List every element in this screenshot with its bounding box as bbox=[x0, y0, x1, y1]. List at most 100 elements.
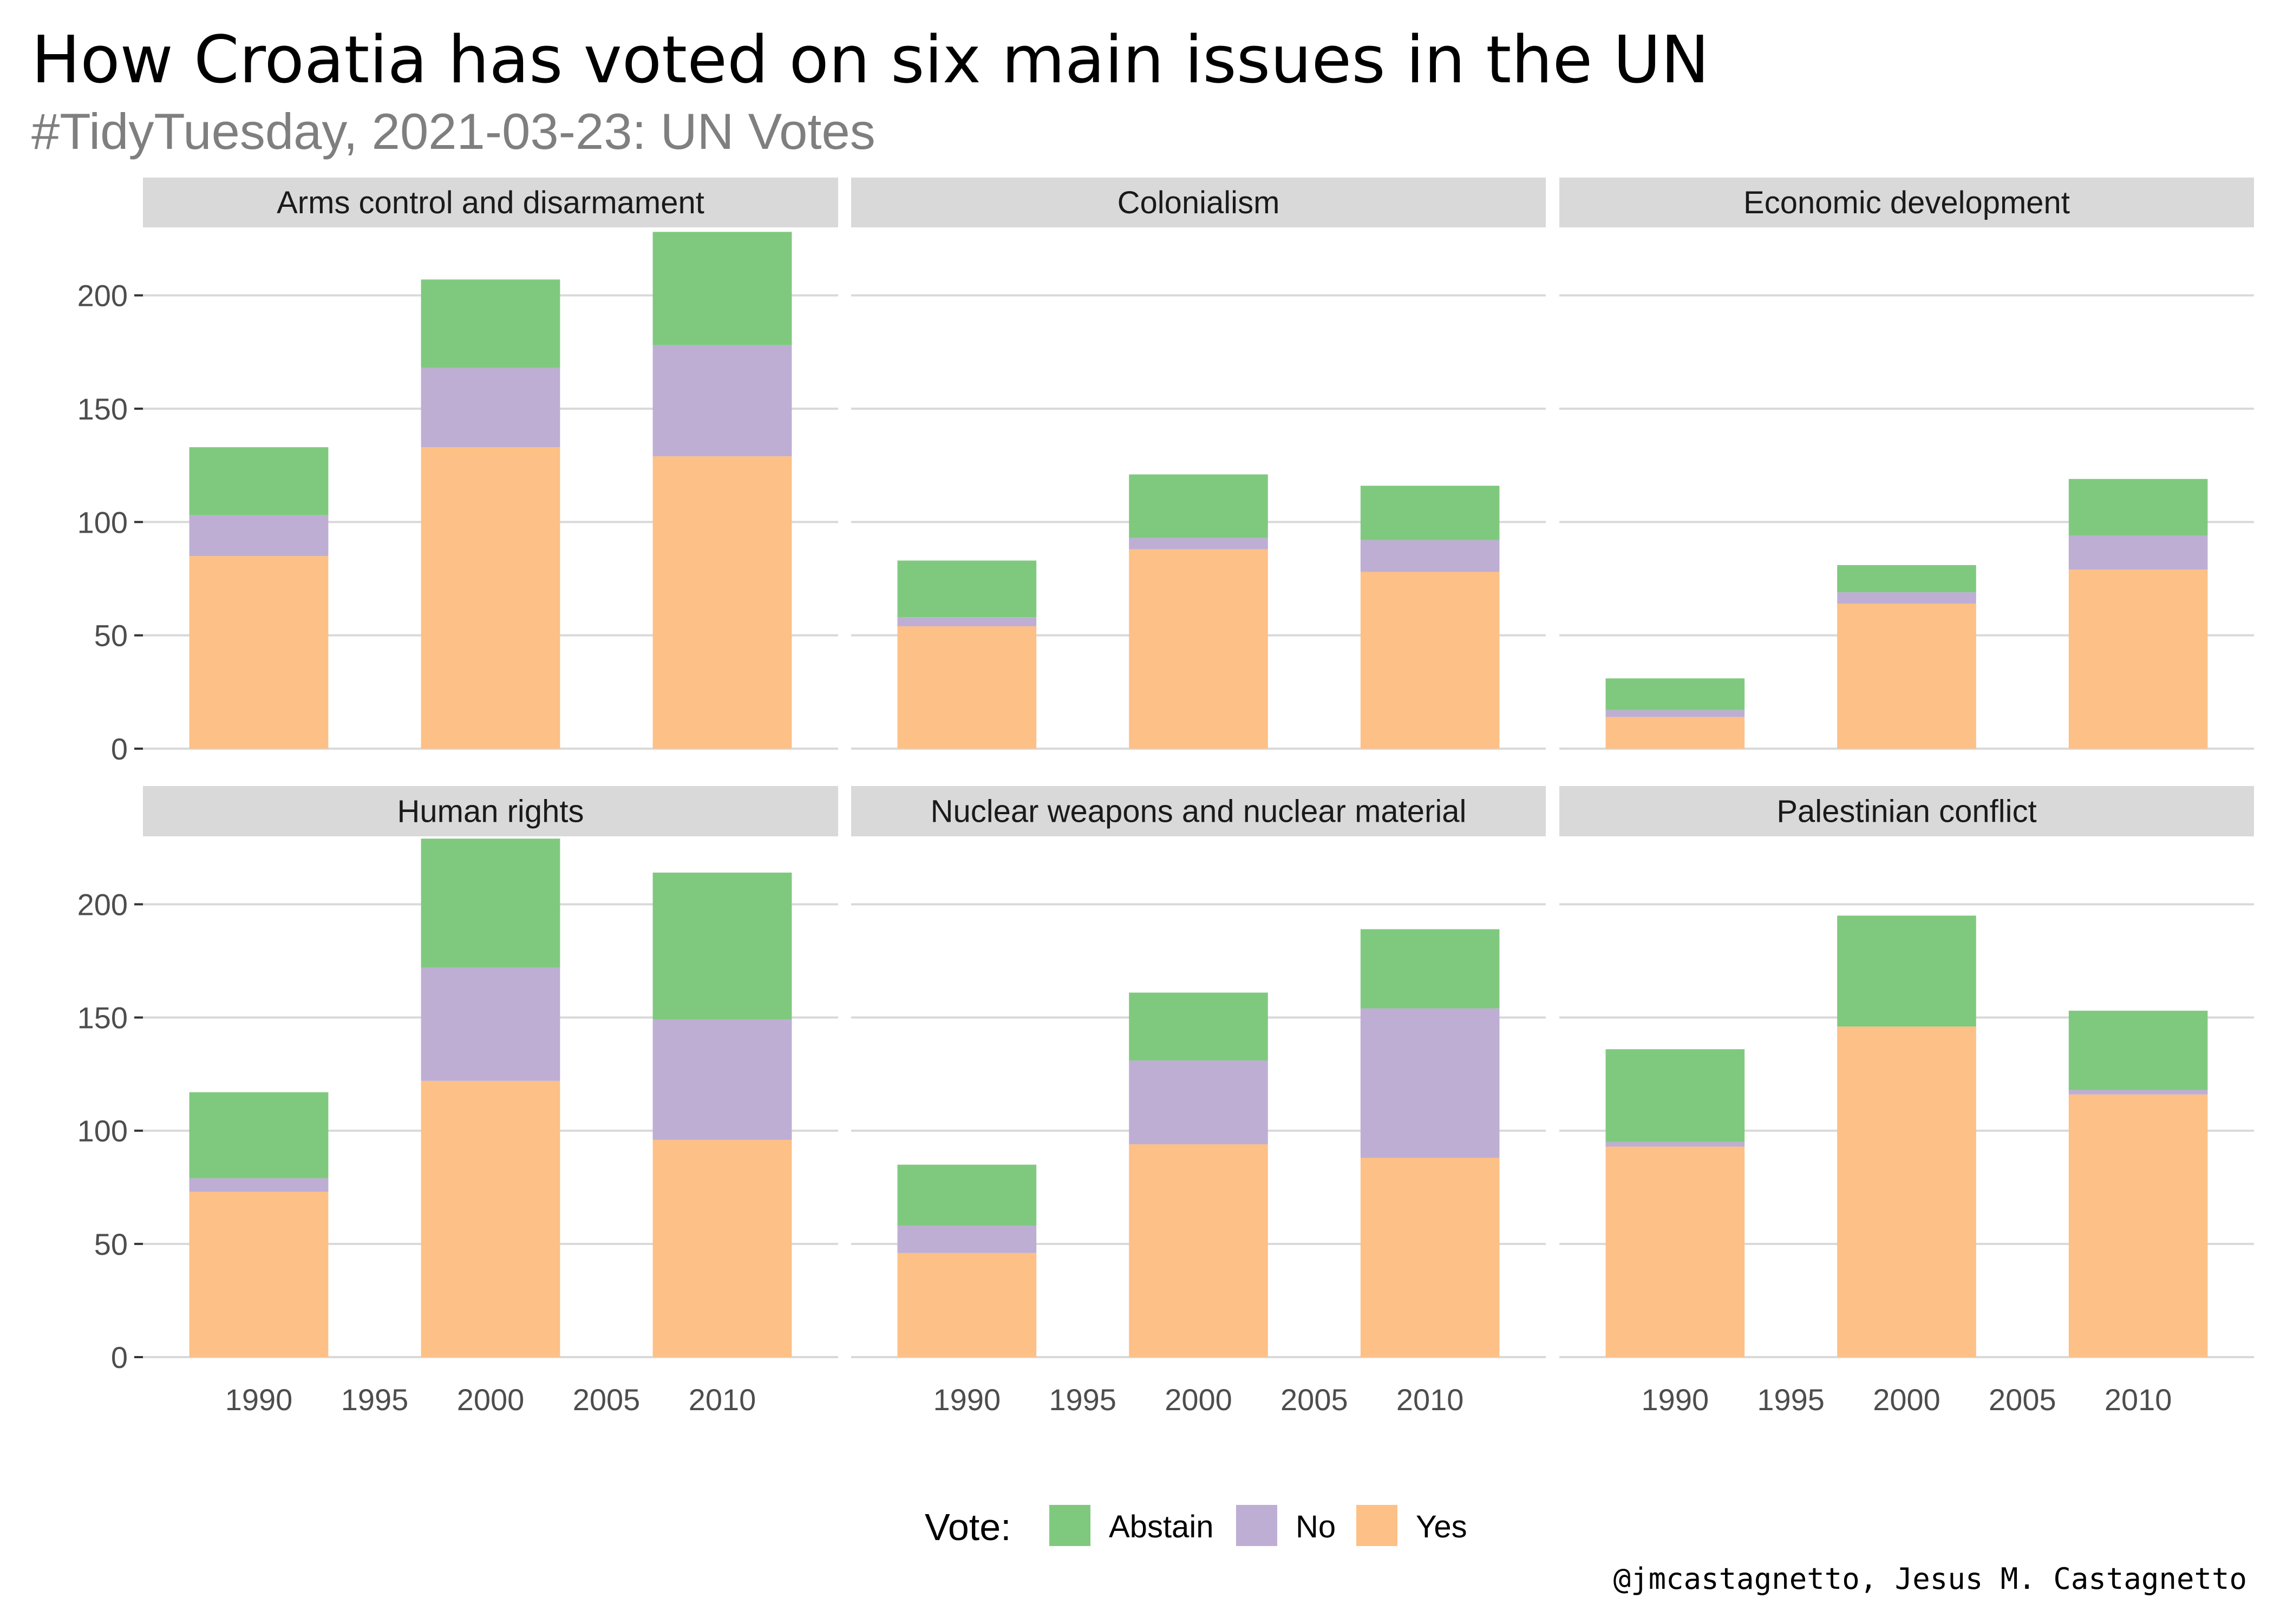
bar-abstain-2010 bbox=[1360, 929, 1500, 1009]
legend-key-abstain bbox=[1049, 1505, 1090, 1546]
chart-title: How Croatia has voted on six main issues… bbox=[31, 23, 1709, 98]
bar-yes-2010 bbox=[1360, 1157, 1500, 1357]
bar-abstain-2000 bbox=[1837, 915, 1976, 1027]
facet-strip bbox=[143, 786, 838, 836]
facet-panels: Arms control and disarmament 0 50 100 150 200… bbox=[77, 178, 2254, 1417]
bar-no-2010 bbox=[1360, 540, 1500, 572]
bar-abstain-2000 bbox=[421, 839, 560, 968]
bar-yes-2000 bbox=[421, 1081, 560, 1357]
facet-strip bbox=[143, 178, 838, 227]
x-tick-label: 1990 bbox=[225, 1383, 293, 1417]
y-tick-label: 200 bbox=[77, 279, 128, 313]
x-tick-label: 2005 bbox=[1280, 1383, 1348, 1417]
legend: Vote: Abstain No Yes bbox=[925, 1505, 1467, 1548]
bar-yes-1990 bbox=[897, 1253, 1037, 1357]
y-tick-label: 0 bbox=[111, 732, 128, 766]
bar-abstain-2000 bbox=[1837, 565, 1976, 593]
bar-abstain-2010 bbox=[1360, 486, 1500, 540]
bar-yes-2000 bbox=[421, 447, 560, 749]
x-tick-label: 1990 bbox=[933, 1383, 1001, 1417]
y-tick-label: 150 bbox=[77, 1001, 128, 1035]
bar-abstain-1990 bbox=[897, 1164, 1037, 1226]
facet-palestinian-conflict: Palestinian conflict 1990 1995 2000 2005 2010 bbox=[1559, 786, 2254, 1417]
bar-abstain-1990 bbox=[1605, 1049, 1745, 1142]
bar-abstain-1990 bbox=[189, 447, 329, 515]
y-tick-label: 0 bbox=[111, 1340, 128, 1374]
bar-yes-2010 bbox=[2068, 569, 2208, 749]
y-tick-label: 50 bbox=[94, 619, 128, 653]
y-tick-label: 50 bbox=[94, 1227, 128, 1261]
y-tick-label: 200 bbox=[77, 887, 128, 921]
facet-strip bbox=[851, 786, 1546, 836]
bar-no-1990 bbox=[189, 1178, 329, 1192]
facet-arms-control-and-disarmament: Arms control and disarmament 0 50 100 150 200 bbox=[77, 178, 838, 766]
x-tick-label: 1995 bbox=[1757, 1383, 1825, 1417]
bar-no-1990 bbox=[897, 1226, 1037, 1253]
bar-yes-1990 bbox=[189, 556, 329, 749]
bar-yes-2000 bbox=[1129, 549, 1268, 749]
bar-abstain-2000 bbox=[1129, 992, 1268, 1061]
facet-human-rights: Human rights 0 50 100 150 200 1990 1995 2000 2005… bbox=[77, 786, 838, 1417]
bar-yes-2010 bbox=[2068, 1094, 2208, 1357]
bar-yes-1990 bbox=[1605, 717, 1745, 749]
bar-yes-2010 bbox=[1360, 572, 1500, 749]
facet-strip bbox=[851, 178, 1546, 227]
bar-no-1990 bbox=[1605, 710, 1745, 717]
y-tick-label: 100 bbox=[77, 505, 128, 539]
bar-no-1990 bbox=[897, 617, 1037, 626]
x-tick-label: 1995 bbox=[1049, 1383, 1116, 1417]
x-tick-label: 2005 bbox=[573, 1383, 641, 1417]
bar-abstain-1990 bbox=[897, 560, 1037, 618]
y-tick-label: 150 bbox=[77, 392, 128, 426]
facet-label: Human rights bbox=[397, 794, 584, 829]
y-tick-label: 100 bbox=[77, 1114, 128, 1148]
bar-no-2000 bbox=[421, 368, 560, 448]
legend-label-abstain: Abstain bbox=[1109, 1509, 1213, 1544]
legend-key-no bbox=[1236, 1505, 1277, 1546]
x-tick-label: 2000 bbox=[1165, 1383, 1232, 1417]
x-tick-label: 1990 bbox=[1642, 1383, 1709, 1417]
bar-no-2000 bbox=[1129, 538, 1268, 549]
facet-label: Colonialism bbox=[1118, 185, 1280, 220]
bar-yes-1990 bbox=[1605, 1147, 1745, 1357]
x-tick-label: 2005 bbox=[1989, 1383, 2056, 1417]
bar-no-2010 bbox=[1360, 1008, 1500, 1158]
bar-no-2010 bbox=[652, 1019, 792, 1140]
facet-label: Economic development bbox=[1743, 185, 2070, 220]
x-tick-label: 2010 bbox=[689, 1383, 756, 1417]
bar-no-1990 bbox=[189, 515, 329, 556]
bar-no-1990 bbox=[1605, 1142, 1745, 1147]
bar-no-2000 bbox=[1837, 592, 1976, 604]
bar-abstain-1990 bbox=[1605, 678, 1745, 710]
facet-strip bbox=[1559, 178, 2254, 227]
bar-no-2000 bbox=[1129, 1060, 1268, 1144]
facet-label: Palestinian conflict bbox=[1776, 794, 2036, 829]
bar-yes-1990 bbox=[897, 626, 1037, 749]
facet-label: Nuclear weapons and nuclear material bbox=[931, 794, 1467, 829]
bar-yes-2010 bbox=[652, 1140, 792, 1357]
bar-yes-2010 bbox=[652, 456, 792, 749]
bar-abstain-2010 bbox=[652, 232, 792, 345]
bar-abstain-2010 bbox=[2068, 1011, 2208, 1090]
legend-label-no: No bbox=[1296, 1509, 1336, 1544]
legend-key-yes bbox=[1356, 1505, 1397, 1546]
x-tick-label: 2000 bbox=[1873, 1383, 1940, 1417]
bar-no-2010 bbox=[652, 345, 792, 456]
chart-caption: @jmcastagnetto, Jesus M. Castagnetto bbox=[1613, 1562, 2247, 1596]
bar-no-2010 bbox=[2068, 535, 2208, 570]
facet-strip bbox=[1559, 786, 2254, 836]
legend-label-yes: Yes bbox=[1416, 1509, 1467, 1544]
x-tick-label: 2000 bbox=[457, 1383, 525, 1417]
bar-abstain-2010 bbox=[2068, 479, 2208, 536]
x-tick-label: 2010 bbox=[1396, 1383, 1464, 1417]
facet-colonialism: Colonialism bbox=[851, 178, 1546, 750]
bar-yes-1990 bbox=[189, 1191, 329, 1357]
facet-economic-development: Economic development bbox=[1559, 178, 2254, 750]
bar-abstain-2000 bbox=[421, 279, 560, 368]
bar-yes-2000 bbox=[1837, 604, 1976, 749]
bar-yes-2000 bbox=[1837, 1026, 1976, 1357]
bar-abstain-2010 bbox=[652, 872, 792, 1020]
facet-label: Arms control and disarmament bbox=[277, 185, 704, 220]
x-tick-label: 1995 bbox=[341, 1383, 409, 1417]
